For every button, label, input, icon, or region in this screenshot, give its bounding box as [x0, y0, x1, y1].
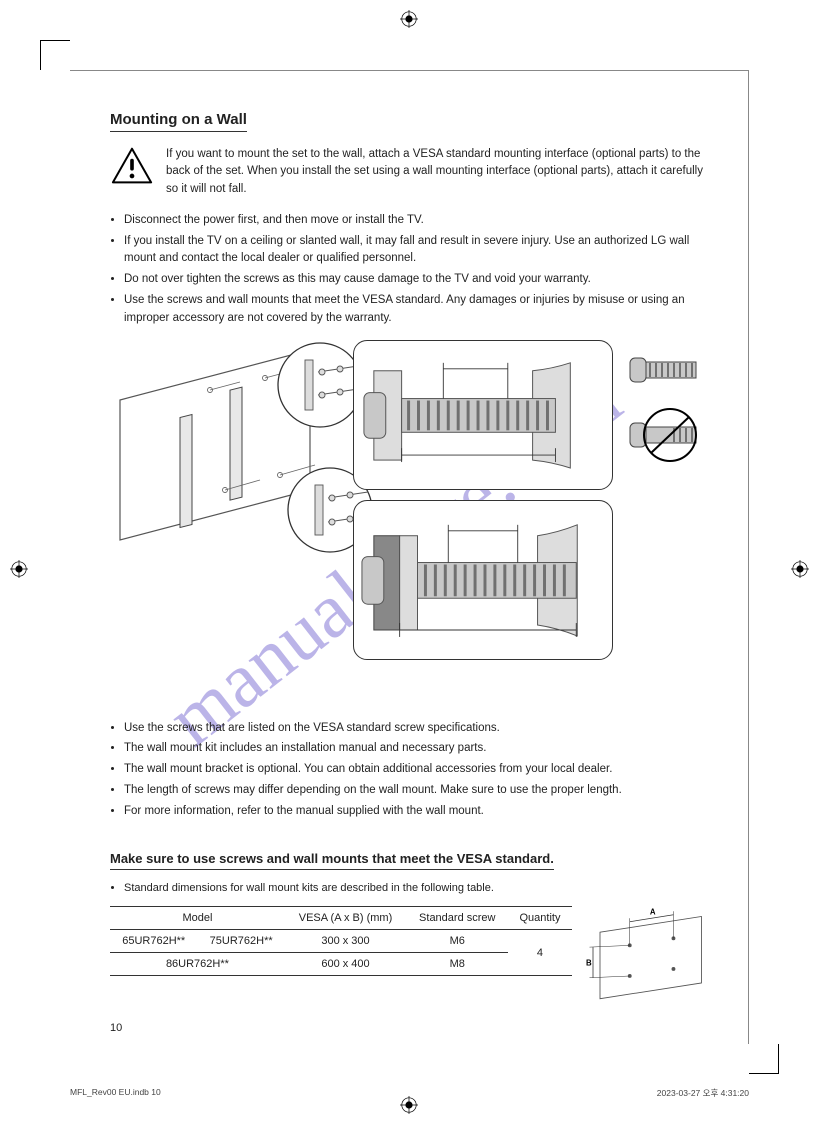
instruction-list-2: Use the screws that are listed on the VE… [110, 720, 708, 821]
col-model: Model [110, 907, 285, 930]
list-item: Use the screws and wall mounts that meet… [124, 292, 708, 328]
list-item: The wall mount bracket is optional. You … [124, 761, 708, 779]
spec-table: Model VESA (A x B) (mm) Standard screw Q… [110, 906, 572, 976]
crop-mark-tl [40, 40, 70, 70]
diagram-area [110, 340, 708, 700]
screw-cross-section-bottom [353, 500, 613, 660]
table-row: 86UR762H** 600 x 400 M8 [110, 953, 572, 976]
footer-left: MFL_Rev00 EU.indb 10 [70, 1087, 161, 1099]
warning-icon [110, 146, 154, 191]
section-title: Mounting on a Wall [110, 111, 247, 132]
cell: M8 [406, 953, 508, 976]
page-content: Mounting on a Wall If you want to mount … [70, 70, 749, 1044]
cell: 600 x 400 [285, 953, 406, 976]
vesa-dimension-diagram: A B [586, 906, 708, 1007]
subsection-title: Make sure to use screws and wall mounts … [110, 851, 554, 870]
warning-text: If you want to mount the set to the wall… [166, 146, 708, 198]
list-item: Do not over tighten the screws as this m… [124, 271, 708, 289]
list-item: If you install the TV on a ceiling or sl… [124, 233, 708, 269]
cell: 86UR762H** [110, 953, 285, 976]
registration-mark-top [400, 10, 418, 28]
list-item: Standard dimensions for wall mount kits … [124, 880, 708, 897]
screw-cross-section-top [353, 340, 613, 490]
table-header-row: Model VESA (A x B) (mm) Standard screw Q… [110, 907, 572, 930]
list-item: Use the screws that are listed on the VE… [124, 720, 708, 738]
dim-A-label: A [649, 908, 655, 917]
crop-mark-br [749, 1044, 779, 1074]
cell: 65UR762H** [110, 930, 197, 953]
page-number: 10 [110, 1022, 122, 1034]
cell: M6 [406, 930, 508, 953]
screw-partial-thread-prohibited-icon [628, 405, 708, 465]
footer-metadata: MFL_Rev00 EU.indb 10 2023-03-27 오후 4:31:… [0, 1087, 819, 1099]
list-item: Disconnect the power first, and then mov… [124, 212, 708, 230]
list-item: For more information, refer to the manua… [124, 803, 708, 821]
screw-full-thread-icon [628, 340, 708, 400]
spec-row: Model VESA (A x B) (mm) Standard screw Q… [110, 906, 708, 1007]
col-qty: Quantity [508, 907, 571, 930]
list-item: The wall mount kit includes an installat… [124, 740, 708, 758]
cell: 300 x 300 [285, 930, 406, 953]
cell: 75UR762H** [197, 930, 284, 953]
col-vesa: VESA (A x B) (mm) [285, 907, 406, 930]
table-row: 65UR762H** 75UR762H** 300 x 300 M6 4 [110, 930, 572, 953]
warning-block: If you want to mount the set to the wall… [110, 146, 708, 198]
registration-mark-right [791, 560, 809, 578]
subsection-bullets: Standard dimensions for wall mount kits … [110, 880, 708, 897]
cell: 4 [508, 930, 571, 976]
instruction-list: Disconnect the power first, and then mov… [110, 212, 708, 328]
footer-right: 2023-03-27 오후 4:31:20 [657, 1087, 749, 1099]
registration-mark-left [10, 560, 28, 578]
list-item: The length of screws may differ dependin… [124, 782, 708, 800]
col-screw: Standard screw [406, 907, 508, 930]
dim-B-label: B [586, 959, 592, 968]
